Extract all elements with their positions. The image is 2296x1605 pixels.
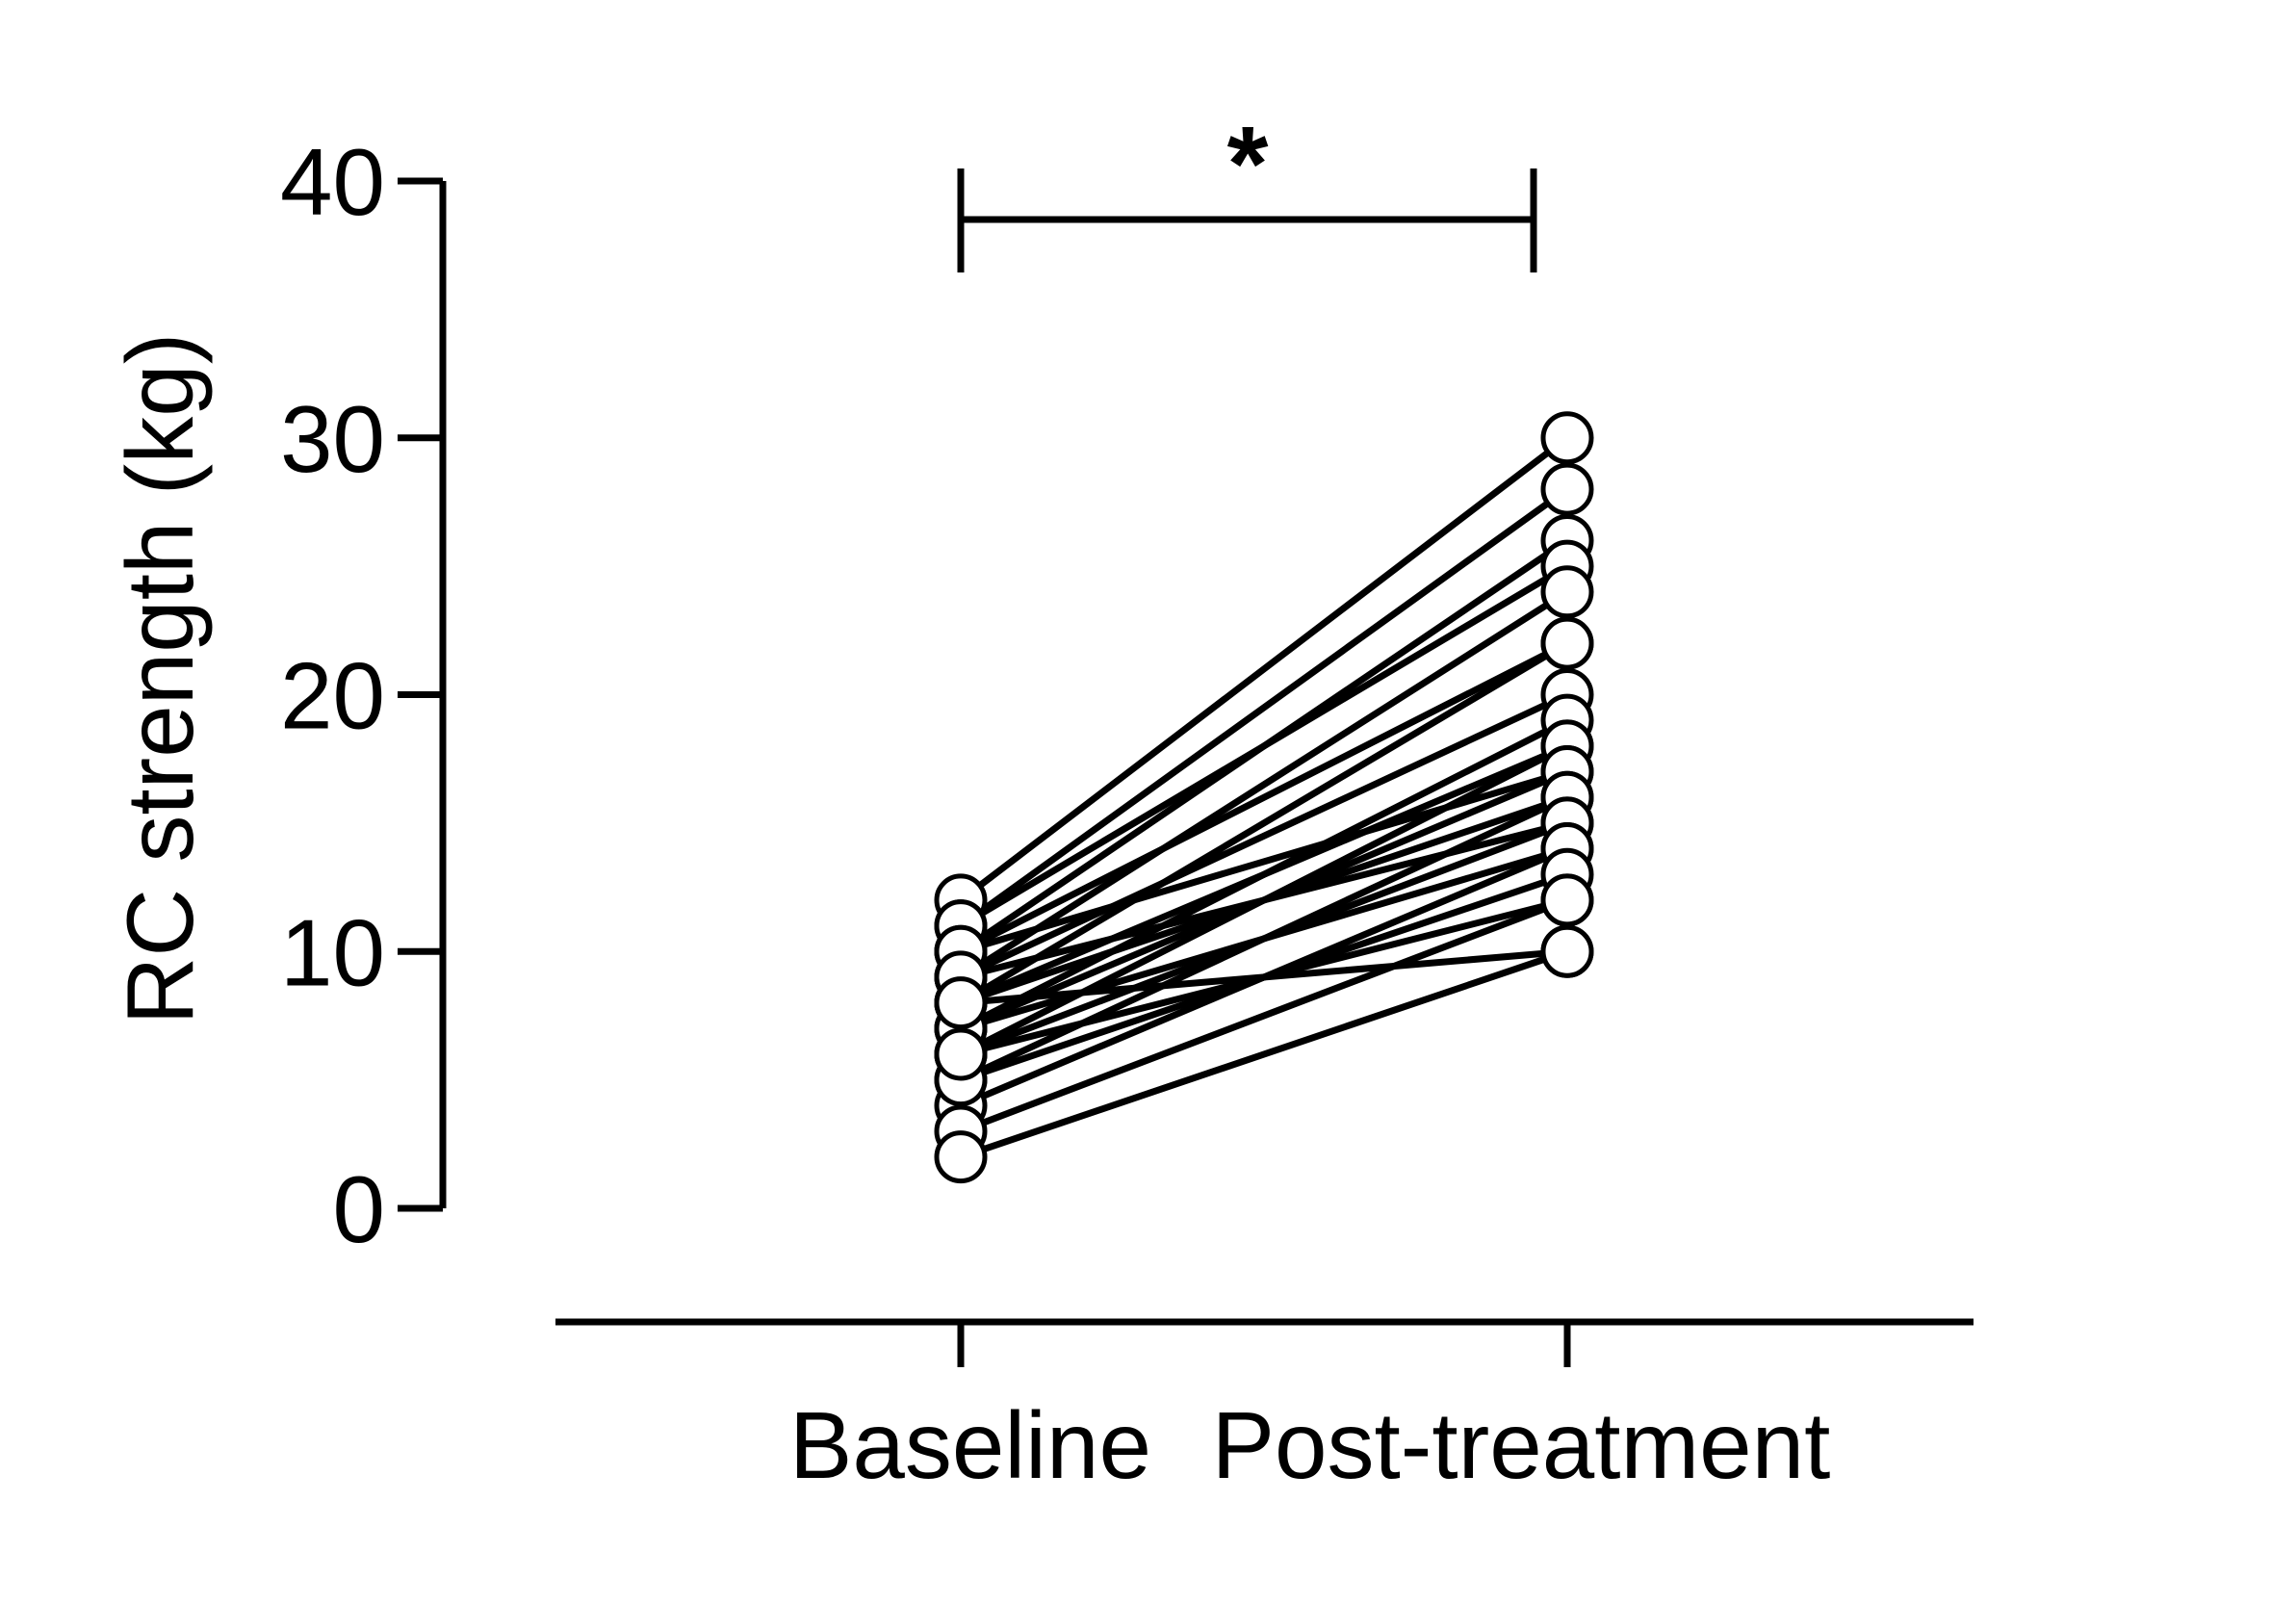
marker-post-treatment-5 xyxy=(1540,565,1594,619)
marker-post-treatment-24 xyxy=(1540,924,1594,978)
marker-post-treatment-2 xyxy=(1540,462,1594,516)
series-line-12 xyxy=(957,768,1571,955)
y-tick-label-0: 0 xyxy=(332,1156,385,1262)
y-tick-label-30: 30 xyxy=(280,386,385,492)
series-line-1 xyxy=(957,434,1571,904)
marker-baseline-22 xyxy=(934,1027,988,1081)
series-line-6 xyxy=(957,639,1571,955)
significance-label: * xyxy=(1227,105,1269,223)
series-line-17 xyxy=(957,819,1571,981)
series-line-4 xyxy=(957,562,1571,930)
series-line-24 xyxy=(957,947,1571,1161)
series-lines xyxy=(957,434,1571,1161)
significance-bracket: * xyxy=(957,105,1537,272)
y-tick-label-40: 40 xyxy=(280,129,385,235)
series-line-7 xyxy=(957,639,1571,1007)
x-tick-label-baseline: Baseline xyxy=(789,1392,1151,1498)
y-axis-label: RC strength (kg) xyxy=(107,333,213,1025)
series-line-19 xyxy=(957,845,1571,1032)
series-line-21 xyxy=(957,896,1571,1135)
marker-baseline-23 xyxy=(934,976,988,1030)
marker-post-treatment-22 xyxy=(1540,873,1594,927)
marker-post-treatment-1 xyxy=(1540,411,1594,465)
y-axis-ticks xyxy=(398,177,443,1212)
x-tick-label-post-treatment: Post-treatment xyxy=(1212,1392,1831,1498)
y-tick-label-10: 10 xyxy=(280,899,385,1005)
series-line-5 xyxy=(957,588,1571,981)
series-line-2 xyxy=(957,485,1571,930)
marker-baseline-24 xyxy=(934,1130,988,1184)
x-axis-ticks xyxy=(957,1322,1571,1367)
series-line-23 xyxy=(957,947,1571,1007)
series-markers xyxy=(934,411,1594,1184)
series-line-10 xyxy=(957,742,1571,1007)
y-tick-label-20: 20 xyxy=(280,643,385,749)
y-axis-tick-labels: 0 10 20 30 40 xyxy=(280,129,385,1262)
x-axis-tick-labels: Baseline Post-treatment xyxy=(789,1392,1830,1498)
marker-post-treatment-7 xyxy=(1540,616,1594,670)
series-line-8 xyxy=(957,691,1571,981)
